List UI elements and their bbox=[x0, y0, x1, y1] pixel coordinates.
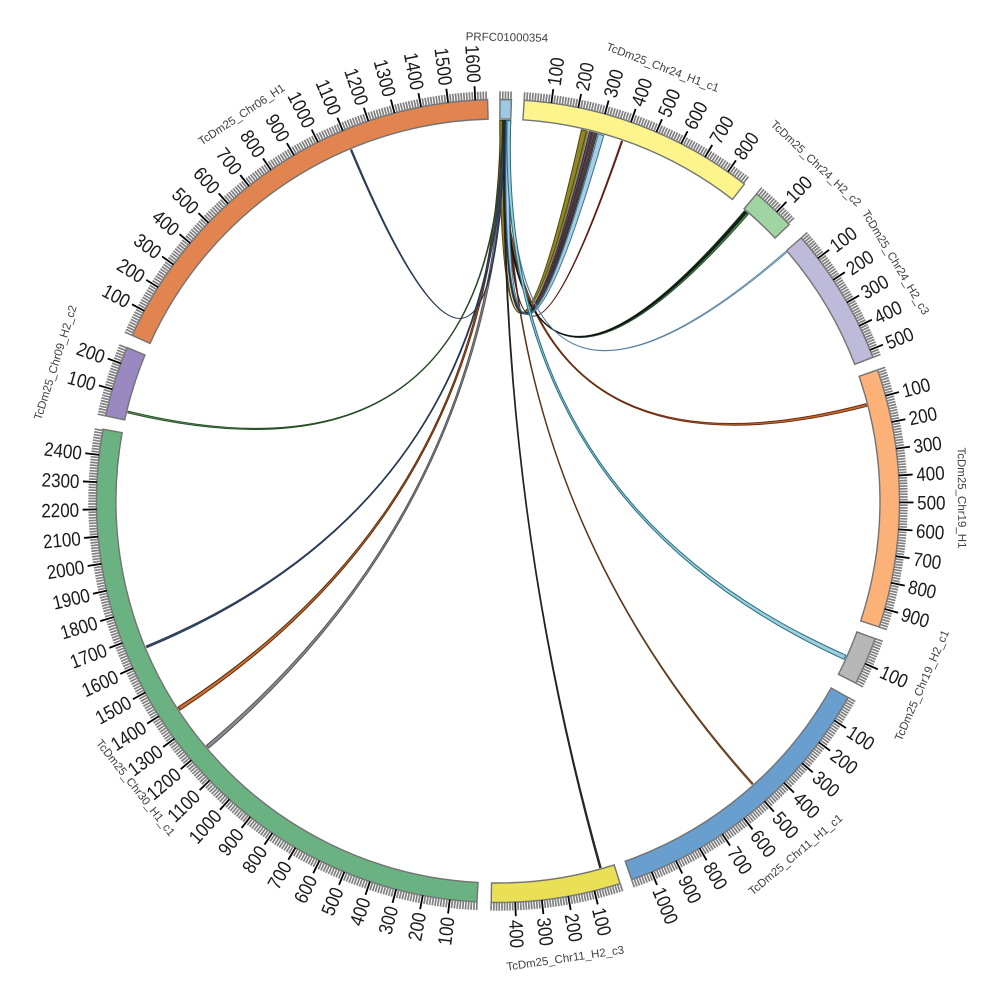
svg-text:600: 600 bbox=[915, 519, 945, 543]
svg-text:1600: 1600 bbox=[461, 44, 486, 83]
svg-text:700: 700 bbox=[912, 548, 943, 574]
svg-text:1500: 1500 bbox=[430, 46, 457, 86]
svg-text:2400: 2400 bbox=[43, 437, 83, 464]
svg-text:100: 100 bbox=[543, 56, 569, 87]
svg-text:TcDm25_Chr19_H1: TcDm25_Chr19_H1 bbox=[955, 447, 968, 548]
svg-text:500: 500 bbox=[917, 491, 945, 514]
svg-text:300: 300 bbox=[912, 431, 943, 457]
svg-text:2300: 2300 bbox=[41, 468, 80, 492]
svg-text:2100: 2100 bbox=[42, 527, 82, 553]
svg-text:400: 400 bbox=[505, 919, 529, 948]
svg-text:100: 100 bbox=[433, 916, 459, 947]
svg-text:PRFC01000354: PRFC01000354 bbox=[466, 31, 549, 45]
svg-text:300: 300 bbox=[533, 916, 558, 947]
svg-text:2200: 2200 bbox=[41, 499, 79, 522]
svg-text:400: 400 bbox=[916, 461, 946, 485]
